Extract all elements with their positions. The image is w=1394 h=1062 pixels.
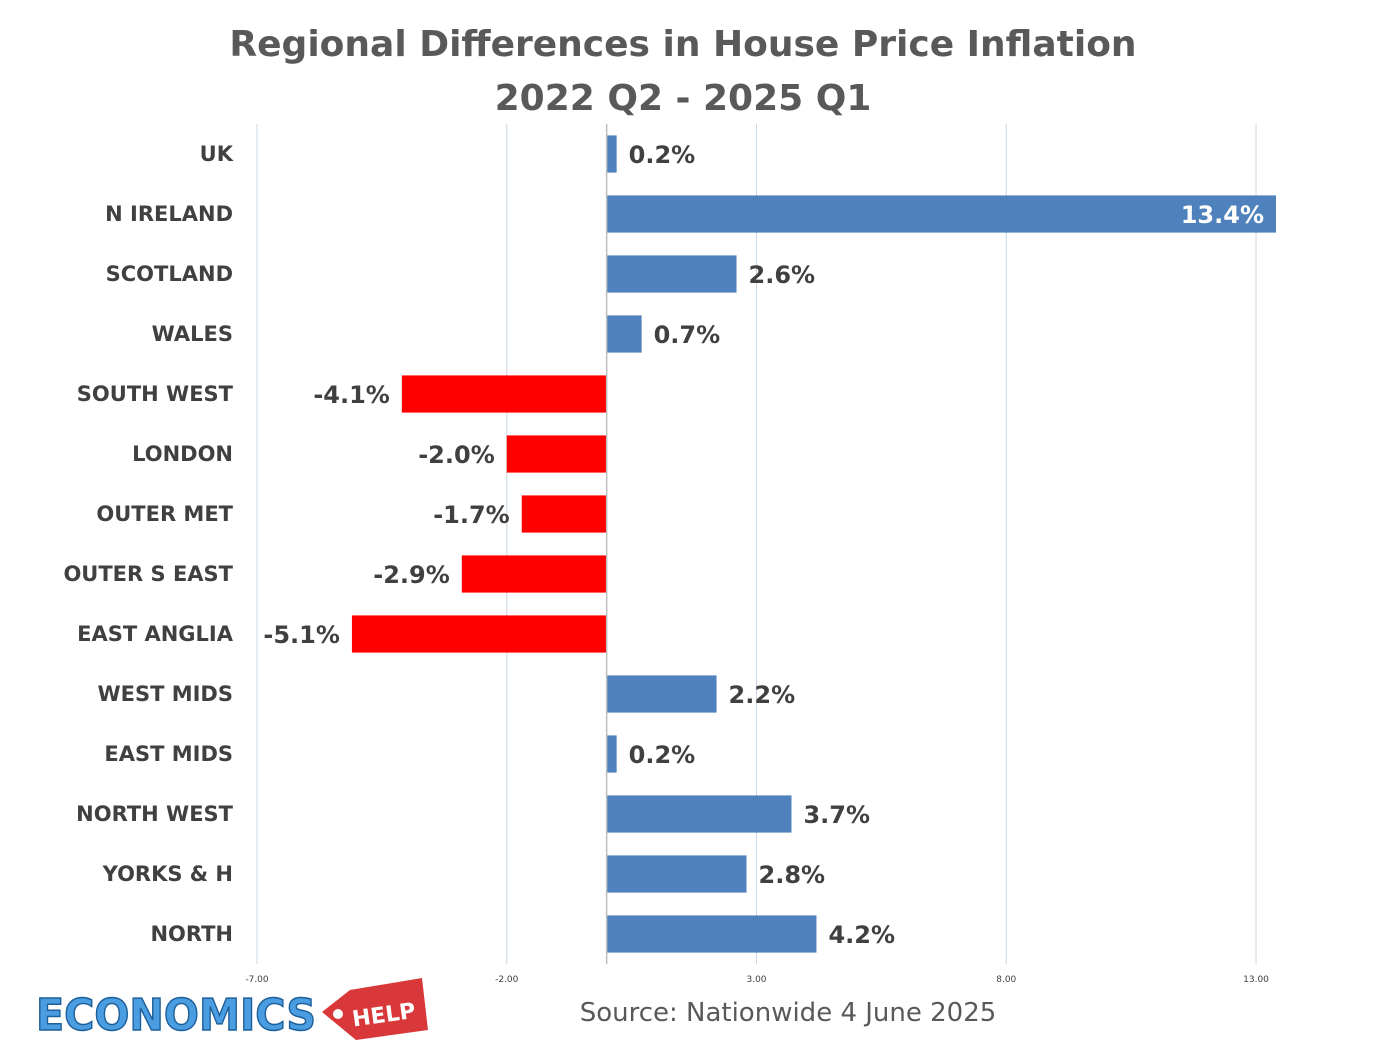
category-label: WALES [152, 322, 233, 346]
data-label: 2.2% [729, 681, 796, 709]
bar [606, 255, 737, 293]
category-label: NORTH WEST [76, 802, 233, 826]
bar [606, 315, 642, 353]
x-tick-label: -7.00 [245, 975, 269, 985]
data-label: 4.2% [828, 921, 895, 949]
data-label: -2.0% [418, 441, 495, 469]
x-tick-label: 13.00 [1243, 975, 1269, 985]
chart-title-line2: 2022 Q2 - 2025 Q1 [495, 78, 872, 119]
bar [351, 615, 607, 653]
bar [401, 375, 607, 413]
logo-word-economics: ECONOMICS [36, 990, 316, 1041]
source-note: Source: Nationwide 4 June 2025 [580, 998, 997, 1028]
category-label: NORTH [150, 922, 233, 946]
value-labels: 0.2% 13.4% 2.6% 0.7% -4.1% -2.0% -1.7% -2.9% -5.… [263, 141, 1264, 949]
chart-title-line1: Regional Differences in House Price Infl… [229, 24, 1136, 65]
bar [606, 135, 617, 173]
economics-help-logo: ECONOMICS HELP [35, 978, 428, 1042]
category-label: OUTER MET [96, 502, 233, 526]
logo-tag-hole [333, 1009, 343, 1019]
bars [351, 135, 1277, 953]
data-label: 0.7% [654, 321, 721, 349]
bar [606, 195, 1277, 233]
x-tick-label: 8.00 [996, 975, 1016, 985]
category-label: YORKS & H [102, 862, 233, 886]
category-label: OUTER S EAST [63, 562, 233, 586]
category-label: UK [200, 142, 234, 166]
data-label: 2.8% [759, 861, 826, 889]
x-tick-label: -2.00 [495, 975, 519, 985]
data-label: -4.1% [313, 381, 390, 409]
category-label: SCOTLAND [106, 262, 233, 286]
bar [461, 555, 607, 593]
data-label: -2.9% [373, 561, 450, 589]
x-axis-ticks: -7.00 -2.00 3.00 8.00 13.00 [245, 975, 1269, 985]
data-label: 0.2% [629, 141, 696, 169]
category-label: SOUTH WEST [77, 382, 234, 406]
bar [606, 915, 817, 953]
data-label: 13.4% [1181, 201, 1264, 229]
data-label: -1.7% [433, 501, 510, 529]
category-labels: UK N IRELAND SCOTLAND WALES SOUTH WEST LONDON… [63, 142, 233, 946]
data-label: 3.7% [803, 801, 870, 829]
bar [521, 495, 607, 533]
bar [606, 675, 717, 713]
category-label: N IRELAND [105, 202, 233, 226]
x-tick-label: 3.00 [746, 975, 766, 985]
gridlines [256, 124, 1257, 964]
category-label: EAST ANGLIA [77, 622, 234, 646]
category-label: EAST MIDS [104, 742, 233, 766]
bar [606, 855, 747, 893]
logo-tag-shape [322, 978, 428, 1040]
bar [506, 435, 607, 473]
bar [606, 735, 617, 773]
data-label: 2.6% [749, 261, 816, 289]
data-label: 0.2% [629, 741, 696, 769]
category-label: WEST MIDS [97, 682, 233, 706]
bar [606, 795, 792, 833]
data-label: -5.1% [263, 621, 340, 649]
category-label: LONDON [132, 442, 233, 466]
